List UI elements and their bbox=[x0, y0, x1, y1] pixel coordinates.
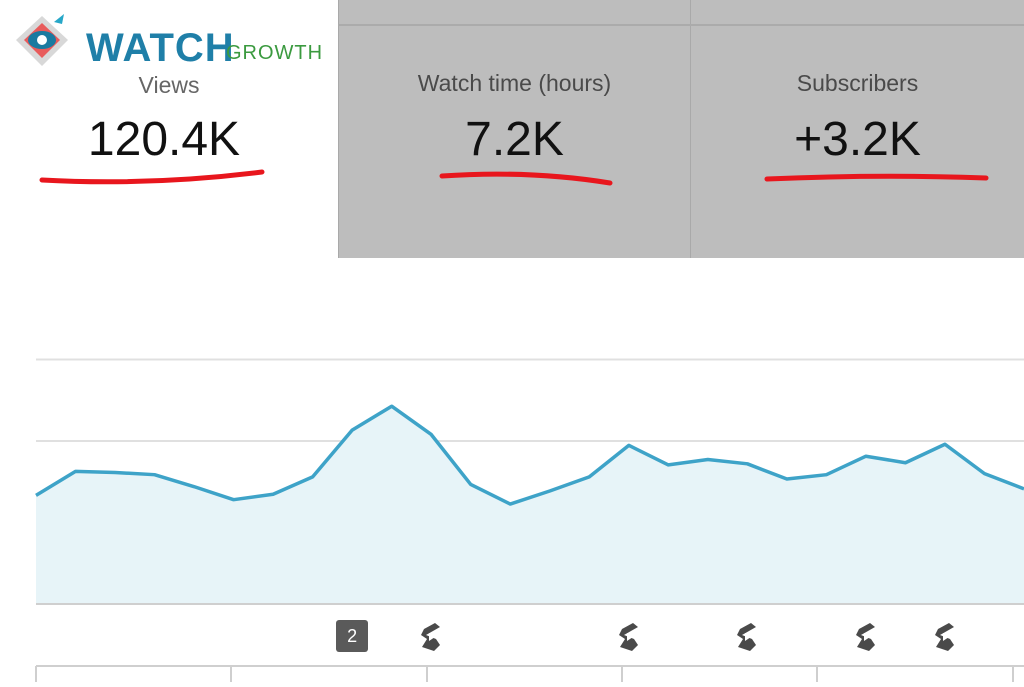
tab-value: +3.2K bbox=[794, 113, 921, 166]
watchgrowth-logo: WATCH GROWTH bbox=[8, 10, 338, 76]
shorts-icon[interactable] bbox=[853, 621, 879, 653]
eye-icon bbox=[16, 14, 68, 66]
tab-label: Views bbox=[138, 72, 200, 98]
tab-value: 120.4K bbox=[87, 113, 241, 166]
underline-subscribers bbox=[764, 173, 989, 182]
video-count-badge[interactable]: 2 bbox=[336, 620, 369, 652]
shorts-icon[interactable] bbox=[932, 621, 958, 653]
tab-divider bbox=[338, 24, 1024, 26]
red-underlines bbox=[39, 169, 989, 186]
underline-views bbox=[39, 169, 265, 185]
tab-value: 7.2K bbox=[465, 113, 564, 166]
chart-svg bbox=[35, 358, 1024, 682]
tab-watch-time[interactable]: Watch time (hours) 7.2K bbox=[338, 0, 690, 258]
shorts-icon[interactable] bbox=[418, 621, 444, 653]
tab-label: Subscribers bbox=[796, 70, 919, 96]
logo-primary-text: WATCH bbox=[86, 26, 235, 70]
underline-watch-time bbox=[439, 171, 613, 186]
views-chart: 2 bbox=[0, 258, 1024, 682]
tab-subscribers[interactable]: Subscribers +3.2K bbox=[690, 0, 1024, 258]
tab-label: Watch time (hours) bbox=[417, 70, 612, 96]
shorts-icon[interactable] bbox=[616, 621, 642, 653]
views-line bbox=[35, 404, 1024, 506]
views-area bbox=[36, 406, 1024, 604]
shorts-icon[interactable] bbox=[734, 621, 760, 653]
logo-secondary-text: GROWTH bbox=[226, 42, 324, 64]
